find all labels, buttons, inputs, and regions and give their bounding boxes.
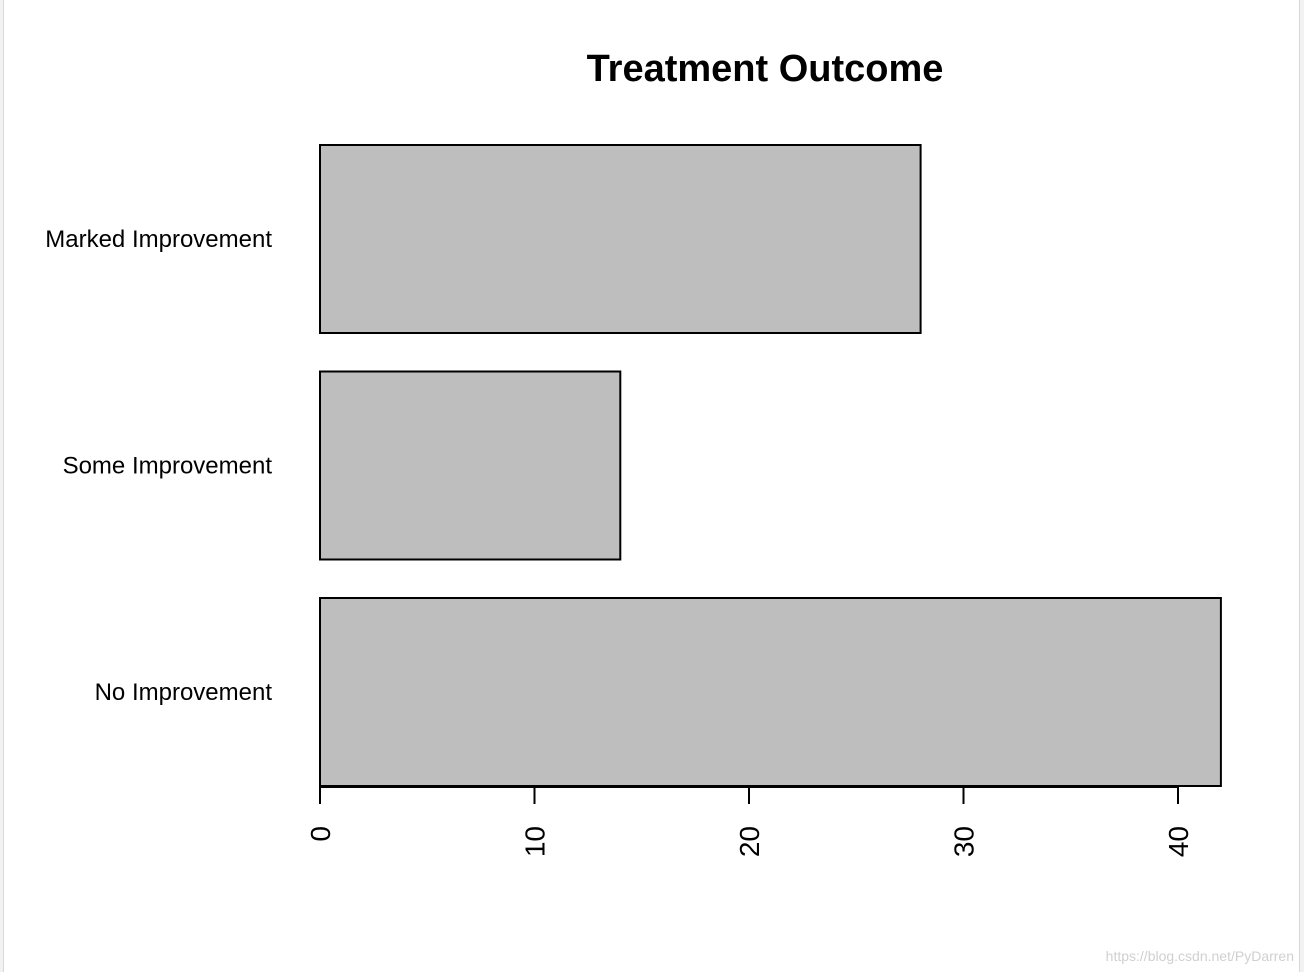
watermark: https://blog.csdn.net/PyDarren	[1105, 948, 1294, 964]
bar-marked-improvement	[319, 144, 922, 334]
bar-no-improvement	[319, 597, 1222, 787]
x-axis: 0 10 20 30 40	[305, 786, 1194, 857]
chart-title: Treatment Outcome	[587, 48, 944, 90]
x-tick-label-10: 10	[520, 826, 551, 857]
x-tick-label-30: 30	[949, 826, 980, 857]
category-label-marked-improvement: Marked Improvement	[45, 226, 272, 253]
bar-some-improvement	[319, 370, 622, 561]
x-tick-label-40: 40	[1163, 826, 1194, 857]
category-label-some-improvement: Some Improvement	[63, 453, 273, 480]
category-label-no-improvement: No Improvement	[95, 679, 273, 706]
x-tick-label-20: 20	[734, 826, 765, 857]
x-tick-label-0: 0	[305, 826, 336, 842]
bars-group: No Improvement Some Improvement Marked Imp…	[45, 144, 1222, 787]
